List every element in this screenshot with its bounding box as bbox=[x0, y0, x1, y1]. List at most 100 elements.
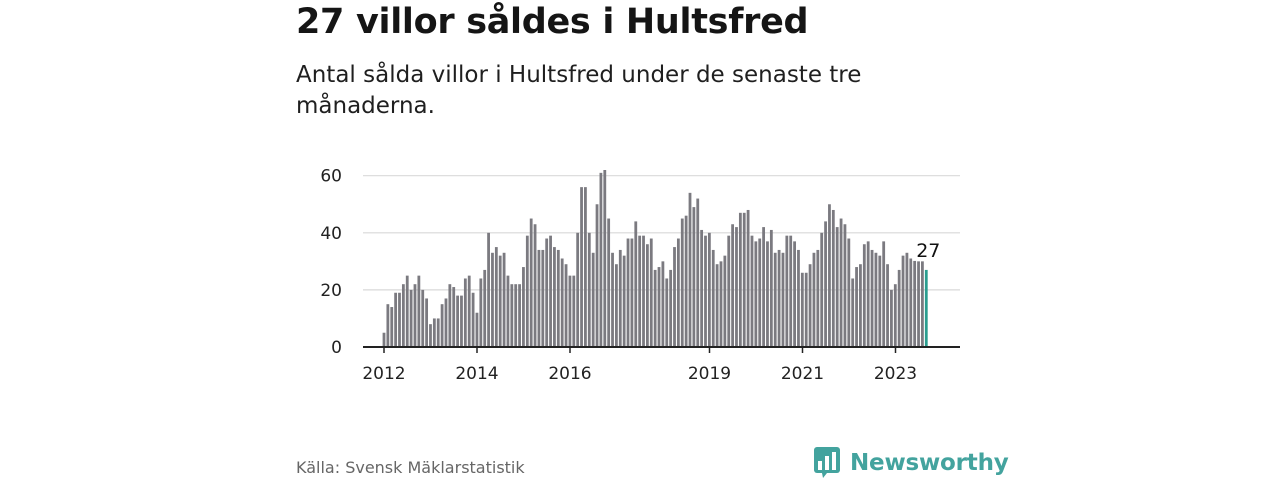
bar bbox=[824, 221, 827, 347]
bar bbox=[665, 278, 669, 347]
bar bbox=[541, 249, 545, 347]
bar bbox=[607, 218, 611, 347]
bar bbox=[514, 284, 518, 347]
x-axis-labels: 2012 2014 2016 2019 2021 2023 bbox=[362, 347, 917, 384]
bar bbox=[800, 272, 804, 347]
bar bbox=[479, 278, 483, 347]
bar bbox=[529, 218, 533, 347]
bar bbox=[692, 207, 696, 347]
bar bbox=[680, 218, 684, 347]
bar bbox=[390, 307, 394, 347]
newsworthy-logo[interactable]: Newsworthy bbox=[814, 446, 1009, 480]
y-tick-label: 0 bbox=[331, 338, 342, 358]
x-tick-label: 2012 bbox=[362, 364, 405, 384]
bar bbox=[502, 252, 506, 347]
bar bbox=[615, 264, 618, 347]
bar bbox=[463, 278, 467, 347]
bar bbox=[851, 278, 855, 347]
bar bbox=[645, 244, 649, 347]
bar bbox=[738, 212, 742, 347]
bar bbox=[781, 252, 785, 347]
bar bbox=[405, 275, 409, 347]
bar bbox=[432, 318, 436, 347]
bar bbox=[777, 249, 781, 347]
bar bbox=[533, 224, 537, 347]
bar bbox=[661, 261, 665, 347]
bar bbox=[440, 304, 444, 347]
bar bbox=[901, 255, 905, 347]
bar bbox=[828, 204, 831, 347]
bar bbox=[382, 332, 386, 347]
bar bbox=[599, 172, 603, 347]
bar bbox=[572, 275, 576, 347]
bar bbox=[506, 275, 510, 347]
bar bbox=[855, 267, 858, 347]
bar bbox=[595, 204, 599, 347]
bar bbox=[847, 238, 851, 347]
chart-subtitle: Antal sålda villor i Hultsfred under de … bbox=[296, 62, 862, 119]
source-note: Källa: Svensk Mäklarstatistik bbox=[296, 458, 525, 477]
x-tick-label: 2023 bbox=[874, 364, 917, 384]
bar bbox=[870, 249, 874, 347]
bar bbox=[731, 224, 735, 347]
bar bbox=[487, 232, 490, 347]
bar bbox=[564, 264, 568, 347]
bar bbox=[696, 198, 700, 347]
y-axis-labels: 0 20 40 60 bbox=[320, 167, 342, 358]
bar bbox=[711, 249, 715, 347]
bar bbox=[413, 284, 417, 347]
x-tick-label: 2016 bbox=[548, 364, 591, 384]
bar bbox=[804, 272, 808, 347]
bar bbox=[537, 249, 541, 347]
bar bbox=[452, 287, 456, 347]
bar bbox=[522, 267, 525, 347]
bar bbox=[460, 295, 463, 347]
bar bbox=[549, 235, 552, 347]
bar bbox=[510, 284, 514, 347]
bar bbox=[746, 209, 750, 347]
bar bbox=[568, 275, 572, 347]
bar bbox=[642, 235, 645, 347]
bar bbox=[525, 235, 529, 347]
bar bbox=[893, 284, 897, 347]
bar-chart: 0 20 40 60 2012 2014 2016 2019 2021 2023 27 bbox=[320, 167, 960, 384]
bar bbox=[475, 312, 479, 347]
bars bbox=[382, 170, 928, 347]
bar bbox=[394, 292, 398, 347]
bar bbox=[723, 255, 727, 347]
bar bbox=[673, 247, 676, 347]
bar bbox=[684, 215, 688, 347]
bar bbox=[859, 264, 862, 347]
y-tick-label: 60 bbox=[320, 167, 342, 187]
bar bbox=[425, 298, 429, 347]
bar bbox=[820, 232, 824, 347]
bar-highlight bbox=[924, 269, 928, 347]
bar bbox=[417, 275, 421, 347]
bar bbox=[750, 235, 754, 347]
bar bbox=[398, 292, 401, 347]
bar bbox=[483, 269, 487, 347]
bar bbox=[766, 241, 769, 347]
x-tick-label: 2021 bbox=[781, 364, 824, 384]
bar bbox=[862, 244, 866, 347]
bar bbox=[769, 229, 773, 347]
bar bbox=[409, 289, 413, 347]
bar bbox=[560, 258, 564, 347]
bar bbox=[545, 238, 549, 347]
bar bbox=[882, 241, 886, 347]
bar bbox=[905, 252, 909, 347]
bar bbox=[890, 289, 893, 347]
bar bbox=[436, 318, 440, 347]
bar bbox=[556, 249, 560, 347]
bar bbox=[797, 249, 800, 347]
bar bbox=[812, 252, 816, 347]
bar bbox=[611, 252, 614, 347]
bar bbox=[816, 249, 820, 347]
bar bbox=[704, 235, 707, 347]
bar bbox=[688, 192, 692, 347]
brand-name: Newsworthy bbox=[850, 450, 1009, 476]
chart-card: 27 villor såldes i Hultsfred Antal sålda… bbox=[296, 0, 1009, 480]
bar bbox=[580, 187, 583, 347]
bar bbox=[727, 235, 731, 347]
bar bbox=[634, 221, 638, 347]
